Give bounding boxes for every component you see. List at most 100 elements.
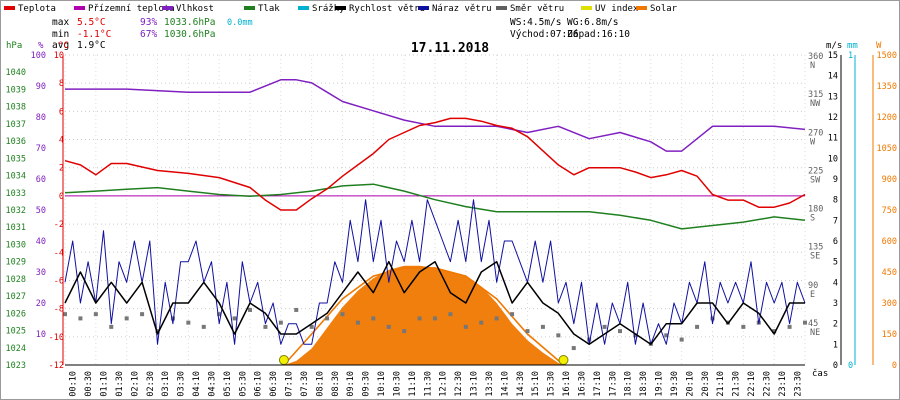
temperature-tick-label: 10 <box>54 51 64 61</box>
wind-direction-point <box>325 316 330 321</box>
humidity-tick-label: 80 <box>36 113 46 123</box>
temperature-tick-label: 6 <box>59 107 64 117</box>
wind-direction-point <box>556 333 561 338</box>
wind-tick-label: 3 <box>833 299 838 309</box>
stats-max-temp: 5.5°C <box>77 17 106 28</box>
wind-direction-point <box>664 333 669 338</box>
wind-direction-point <box>633 333 638 338</box>
axis-titles: hPa % °C m/s mm W čas <box>6 41 882 379</box>
pressure-tick-label: 1030 <box>6 240 26 250</box>
x-tick-label: 12:30 <box>454 371 464 397</box>
wind-tick-label: 0 <box>833 361 838 371</box>
legend-label: Srážky <box>312 4 345 14</box>
x-tick-label: 19:30 <box>670 371 680 397</box>
x-tick-label: 11:30 <box>423 371 433 397</box>
temperature-tick-label: 8 <box>59 79 64 89</box>
pressure-tick-label: 1038 <box>6 103 26 113</box>
x-tick-label: 01:10 <box>100 371 110 397</box>
wind-direction-point <box>772 329 777 334</box>
wind-tick-label: 6 <box>833 237 838 247</box>
direction-tick-label: NE <box>810 328 820 338</box>
x-tick-label: 18:10 <box>624 371 634 397</box>
temperature-tick-label: -10 <box>49 333 64 343</box>
x-tick-label: 12:10 <box>439 371 449 397</box>
wind-tick-label: 10 <box>828 154 838 164</box>
legend-label: Směr větru <box>510 4 564 14</box>
legend-swatch <box>244 6 255 10</box>
stats-sunset: Západ:16:10 <box>567 29 630 40</box>
direction-tick-label: N <box>810 61 815 71</box>
axes: 1023102410251026102710281029103010311032… <box>6 51 897 371</box>
x-tick-label: 06:10 <box>254 371 264 397</box>
x-tick-label: 11:10 <box>408 371 418 397</box>
solar-tick-label: 450 <box>882 268 897 278</box>
stats-min-hum: 67% <box>140 29 157 40</box>
wind-direction-point <box>448 312 453 317</box>
x-tick-label: 05:10 <box>223 371 233 397</box>
x-tick-label: 22:30 <box>762 371 772 397</box>
pressure-tick-label: 1036 <box>6 137 26 147</box>
humidity-tick-label: 20 <box>36 299 46 309</box>
wind-direction-point <box>109 324 114 329</box>
temperature-tick-label: 2 <box>59 164 64 174</box>
solar-area <box>283 265 564 365</box>
wind-direction-point <box>340 312 345 317</box>
pressure-tick-label: 1037 <box>6 120 26 130</box>
stats-avg-temp: 1.9°C <box>77 40 106 51</box>
stats-max-label: max <box>52 17 69 28</box>
legend-swatch <box>298 6 309 10</box>
rain-tick-label: 1 <box>848 51 853 61</box>
pressure-tick-label: 1031 <box>6 223 26 233</box>
x-tick-label: 04:30 <box>207 371 217 397</box>
x-tick-label: 03:30 <box>177 371 187 397</box>
x-tick-label: 18:30 <box>639 371 649 397</box>
legend-swatch <box>496 6 507 10</box>
wind-direction-point <box>78 316 83 321</box>
rain-tick-label: 0 <box>848 361 853 371</box>
wind-speed-line <box>64 260 805 346</box>
axis-title-temperature: °C <box>58 41 69 51</box>
x-axis-title: čas <box>812 368 828 379</box>
sun-marker <box>278 355 289 365</box>
wind-direction-point <box>787 324 792 329</box>
x-tick-label: 15:10 <box>531 371 541 397</box>
pressure-tick-label: 1027 <box>6 292 26 302</box>
x-tick-label: 17:10 <box>593 371 603 397</box>
wind-direction-point <box>63 312 67 317</box>
wind-direction-point <box>618 329 622 334</box>
legend-swatch <box>4 6 15 10</box>
sun-marker <box>558 355 569 365</box>
legend-swatch <box>418 6 429 10</box>
x-tick-label: 23:10 <box>778 371 788 397</box>
x-tick-label: 19:10 <box>655 371 665 397</box>
legend-label: Náraz větru <box>432 4 492 14</box>
solar-tick-label: 1200 <box>877 113 897 123</box>
x-tick-label: 10:10 <box>377 371 387 397</box>
wind-direction-point <box>93 312 98 317</box>
wind-tick-label: 14 <box>828 72 838 82</box>
wind-direction-point <box>170 316 175 321</box>
temperature-tick-label: -2 <box>54 220 64 230</box>
humidity-tick-label: 60 <box>36 175 46 185</box>
temperature-tick-label: -6 <box>54 276 64 286</box>
wind-tick-label: 4 <box>833 278 838 288</box>
legend-label: Tlak <box>258 4 280 14</box>
wind-direction-point <box>479 320 484 325</box>
wind-tick-label: 7 <box>833 216 838 226</box>
wind-direction-point <box>294 307 299 312</box>
wind-direction-point <box>525 329 530 334</box>
x-tick-label: 22:10 <box>747 371 757 397</box>
pressure-line <box>64 183 806 230</box>
legend-label: Přízemní teplota <box>88 4 175 14</box>
wind-direction-point <box>741 324 746 329</box>
legend-label: Vlhkost <box>176 4 214 14</box>
wind-direction-point <box>402 329 407 334</box>
wind-direction-point <box>494 316 499 321</box>
x-tick-label: 21:30 <box>732 371 742 397</box>
wind-direction-point <box>417 316 422 321</box>
wind-direction-point <box>124 316 129 321</box>
x-tick-label: 03:10 <box>161 371 171 397</box>
humidity-line <box>65 79 806 152</box>
x-tick-label: 07:10 <box>285 371 295 397</box>
